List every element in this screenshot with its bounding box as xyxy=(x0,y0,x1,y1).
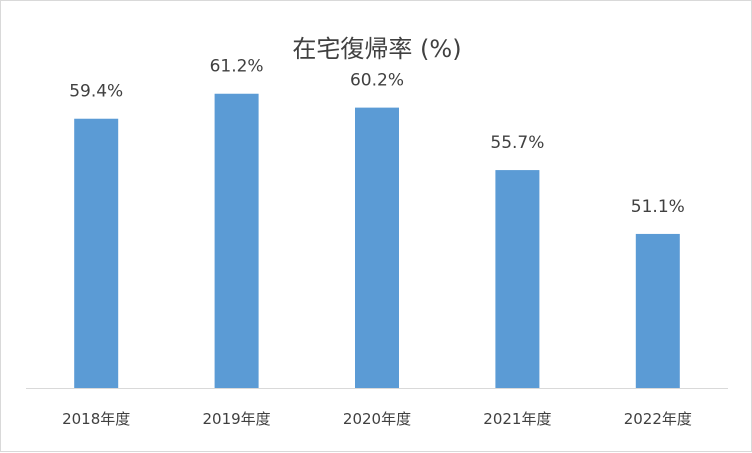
data-label-2020年度: 60.2% xyxy=(350,71,404,91)
chart-title: 在宅復帰率 (%) xyxy=(292,35,462,63)
x-tick-label-2021年度: 2021年度 xyxy=(483,410,551,428)
data-label-2018年度: 59.4% xyxy=(69,82,123,102)
bar-2021年度 xyxy=(495,170,540,388)
bar-2020年度 xyxy=(355,107,399,389)
x-tick-label-2020年度: 2020年度 xyxy=(343,410,411,428)
data-label-2019年度: 61.2% xyxy=(210,57,264,77)
x-tick-label-2019年度: 2019年度 xyxy=(203,410,271,428)
data-label-2022年度: 51.1% xyxy=(631,197,685,217)
x-tick-label-2022年度: 2022年度 xyxy=(624,410,692,428)
x-tick-label-2018年度: 2018年度 xyxy=(62,410,130,428)
bar-2018年度 xyxy=(74,118,119,388)
bar-2022年度 xyxy=(635,233,680,388)
data-label-2021年度: 55.7% xyxy=(490,133,544,153)
bar-2019年度 xyxy=(214,93,259,388)
